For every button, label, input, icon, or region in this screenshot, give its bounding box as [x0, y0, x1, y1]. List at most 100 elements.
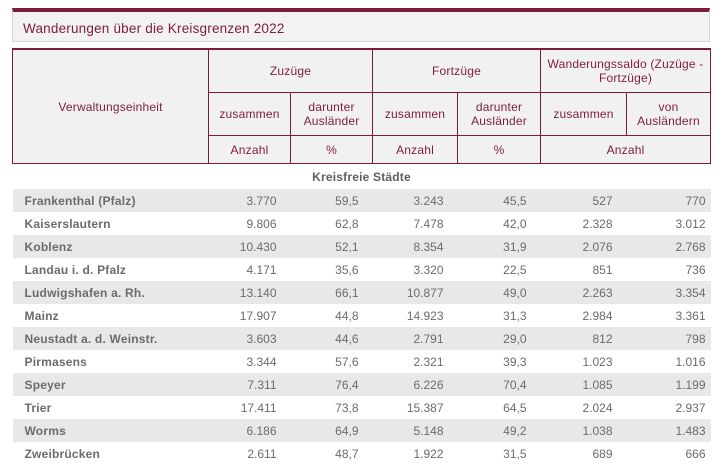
- row-label: Ludwigshafen a. Rh.: [13, 281, 209, 304]
- row-value: 59,5: [291, 189, 373, 212]
- row-value: 64,9: [291, 419, 373, 442]
- row-value: 2.984: [541, 304, 627, 327]
- header-sub-zusammen-1: zusammen: [209, 93, 291, 136]
- header-unit-anzahl-2: Anzahl: [373, 136, 458, 164]
- header-unit-anzahl-1: Anzahl: [209, 136, 291, 164]
- row-value: 812: [541, 327, 627, 350]
- row-value: 7.478: [373, 212, 458, 235]
- row-label: Mainz: [13, 304, 209, 327]
- header-sub-zusammen-2: zusammen: [373, 93, 458, 136]
- row-value: 66,1: [291, 281, 373, 304]
- row-value: 29,0: [458, 327, 541, 350]
- row-value: 1.038: [541, 419, 627, 442]
- row-value: 3.012: [627, 212, 711, 235]
- row-label: Koblenz: [13, 235, 209, 258]
- header-verwaltungseinheit: Verwaltungseinheit: [13, 49, 209, 164]
- row-value: 851: [541, 258, 627, 281]
- row-value: 52,1: [291, 235, 373, 258]
- row-value: 31,5: [458, 442, 541, 465]
- row-value: 1.023: [541, 350, 627, 373]
- migration-table: Verwaltungseinheit Zuzüge Fortzüge Wande…: [12, 48, 711, 465]
- row-value: 42,0: [458, 212, 541, 235]
- row-value: 76,4: [291, 373, 373, 396]
- row-value: 798: [627, 327, 711, 350]
- header-group-row: Verwaltungseinheit Zuzüge Fortzüge Wande…: [13, 49, 711, 93]
- row-label: Speyer: [13, 373, 209, 396]
- header-unit-percent-2: %: [458, 136, 541, 164]
- row-value: 527: [541, 189, 627, 212]
- row-value: 49,2: [458, 419, 541, 442]
- row-value: 6.186: [209, 419, 291, 442]
- row-value: 3.354: [627, 281, 711, 304]
- row-value: 57,6: [291, 350, 373, 373]
- row-value: 3.361: [627, 304, 711, 327]
- row-label: Trier: [13, 396, 209, 419]
- row-value: 1.922: [373, 442, 458, 465]
- row-value: 2.937: [627, 396, 711, 419]
- header-sub-darunter-auslaender-1: darunter Ausländer: [291, 93, 373, 136]
- row-value: 3.320: [373, 258, 458, 281]
- row-value: 2.263: [541, 281, 627, 304]
- header-group-zuzuege: Zuzüge: [209, 49, 373, 93]
- table-body: Kreisfreie Städte Frankenthal (Pfalz)3.7…: [13, 164, 711, 465]
- row-value: 39,3: [458, 350, 541, 373]
- page-container: Wanderungen über die Kreisgrenzen 2022 V…: [12, 8, 710, 465]
- row-value: 2.321: [373, 350, 458, 373]
- row-label: Kaiserslautern: [13, 212, 209, 235]
- row-value: 2.328: [541, 212, 627, 235]
- row-value: 45,5: [458, 189, 541, 212]
- row-value: 10.877: [373, 281, 458, 304]
- row-value: 3.770: [209, 189, 291, 212]
- row-value: 1.016: [627, 350, 711, 373]
- table-header: Verwaltungseinheit Zuzüge Fortzüge Wande…: [13, 49, 711, 164]
- section-header-row: Kreisfreie Städte: [13, 164, 711, 190]
- row-value: 6.226: [373, 373, 458, 396]
- row-value: 7.311: [209, 373, 291, 396]
- row-value: 44,6: [291, 327, 373, 350]
- row-value: 8.354: [373, 235, 458, 258]
- row-value: 44,8: [291, 304, 373, 327]
- header-unit-percent-1: %: [291, 136, 373, 164]
- row-value: 48,7: [291, 442, 373, 465]
- header-sub-von-auslaendern: von Ausländern: [627, 93, 711, 136]
- row-value: 736: [627, 258, 711, 281]
- row-value: 5.148: [373, 419, 458, 442]
- header-unit-anzahl-3: Anzahl: [541, 136, 711, 164]
- row-value: 2.611: [209, 442, 291, 465]
- row-value: 1.085: [541, 373, 627, 396]
- row-value: 3.344: [209, 350, 291, 373]
- row-value: 22,5: [458, 258, 541, 281]
- row-value: 64,5: [458, 396, 541, 419]
- row-value: 2.024: [541, 396, 627, 419]
- row-value: 17.411: [209, 396, 291, 419]
- header-sub-darunter-auslaender-2: darunter Ausländer: [458, 93, 541, 136]
- row-value: 1.483: [627, 419, 711, 442]
- row-label: Frankenthal (Pfalz): [13, 189, 209, 212]
- row-value: 770: [627, 189, 711, 212]
- page-title-bar: Wanderungen über die Kreisgrenzen 2022: [12, 8, 710, 42]
- row-value: 2.768: [627, 235, 711, 258]
- header-sub-zusammen-3: zusammen: [541, 93, 627, 136]
- row-value: 73,8: [291, 396, 373, 419]
- row-value: 49,0: [458, 281, 541, 304]
- row-value: 689: [541, 442, 627, 465]
- row-value: 70,4: [458, 373, 541, 396]
- row-label: Pirmasens: [13, 350, 209, 373]
- row-value: 10.430: [209, 235, 291, 258]
- row-label: Neustadt a. d. Weinstr.: [13, 327, 209, 350]
- row-label: Landau i. d. Pfalz: [13, 258, 209, 281]
- row-value: 13.140: [209, 281, 291, 304]
- row-value: 15.387: [373, 396, 458, 419]
- section-header-label: Kreisfreie Städte: [13, 164, 711, 190]
- row-value: 2.791: [373, 327, 458, 350]
- row-value: 31,3: [458, 304, 541, 327]
- header-group-fortzuege: Fortzüge: [373, 49, 541, 93]
- row-value: 31,9: [458, 235, 541, 258]
- row-value: 4.171: [209, 258, 291, 281]
